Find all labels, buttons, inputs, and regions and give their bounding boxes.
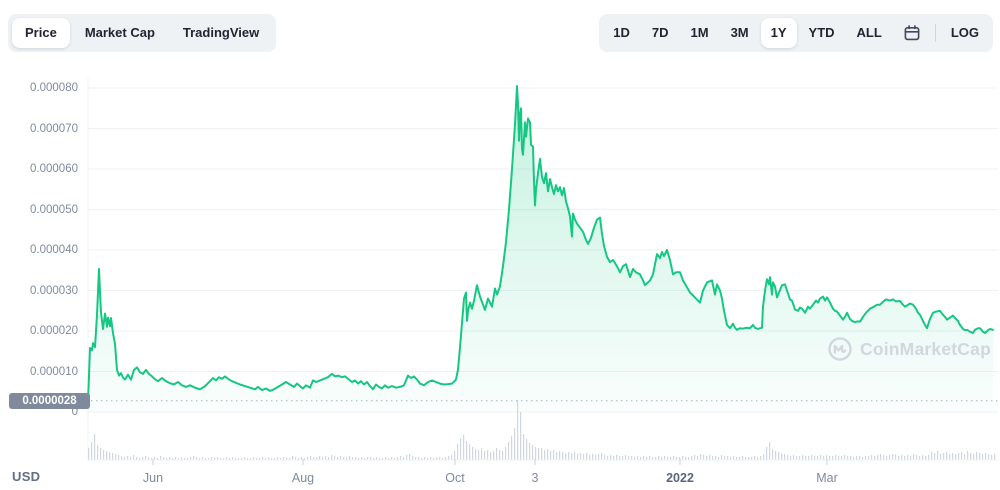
x-tick-label: Jun xyxy=(142,471,164,485)
log-scale-button[interactable]: LOG xyxy=(941,18,989,48)
y-tick-label: 0.000050 xyxy=(30,203,78,216)
currency-unit-label: USD xyxy=(12,469,41,484)
range-1d-button[interactable]: 1D xyxy=(603,18,640,48)
y-tick-label: 0.000040 xyxy=(30,244,78,256)
range-ytd-button[interactable]: YTD xyxy=(799,18,845,48)
x-tick-label: 2022 xyxy=(666,471,694,485)
x-tick-label: 3 xyxy=(531,471,539,485)
range-1y-button[interactable]: 1Y xyxy=(760,18,797,48)
date-picker-button[interactable] xyxy=(894,18,930,48)
coinmarketcap-watermark: CoinMarketCap xyxy=(827,336,991,362)
range-1m-button[interactable]: 1M xyxy=(681,18,719,48)
y-tick-label: 0.000060 xyxy=(30,163,78,175)
toolbar-divider xyxy=(934,24,936,42)
calendar-icon xyxy=(903,24,921,42)
tab-tradingview[interactable]: TradingView xyxy=(170,18,272,48)
range-all-button[interactable]: ALL xyxy=(847,18,892,48)
x-tick-label: Aug xyxy=(291,471,315,485)
y-tick-label: 0.000010 xyxy=(30,365,78,378)
range-7d-button[interactable]: 7D xyxy=(642,18,679,48)
x-tick-label: Oct xyxy=(445,471,465,485)
tab-market-cap[interactable]: Market Cap xyxy=(72,18,168,48)
y-tick-label: 0 xyxy=(71,406,78,418)
y-tick-label: 0.000080 xyxy=(30,82,78,94)
y-tick-label: 0.000070 xyxy=(30,122,78,135)
y-tick-label: 0.000030 xyxy=(30,284,78,297)
current-price-badge: 0.0000028 xyxy=(9,392,90,409)
x-tick-label: Mar xyxy=(816,471,838,485)
tab-price[interactable]: Price xyxy=(12,18,70,48)
chart-type-tabs: Price Market Cap TradingView xyxy=(8,14,277,52)
y-tick-label: 0.000020 xyxy=(30,325,78,337)
watermark-text: CoinMarketCap xyxy=(860,338,991,359)
coinmarketcap-logo-icon xyxy=(827,336,853,362)
time-range-controls: 1D 7D 1M 3M 1Y YTD ALL LOG xyxy=(599,14,993,52)
range-3m-button[interactable]: 3M xyxy=(721,18,759,48)
